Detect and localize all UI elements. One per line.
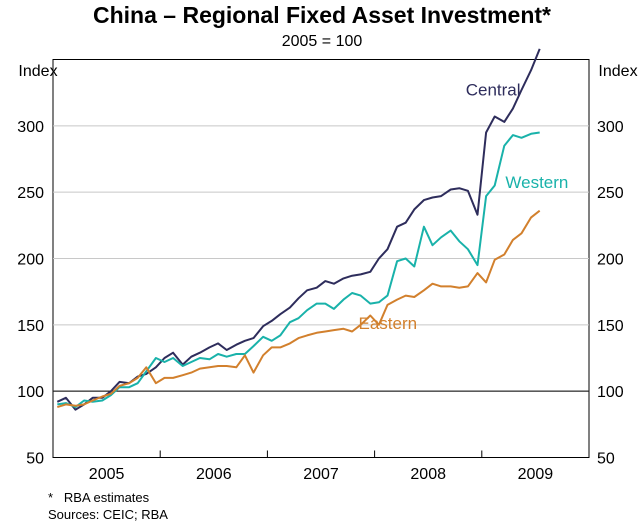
- series-line-eastern: [57, 209, 541, 409]
- series-line-central: [56, 48, 541, 411]
- chart-subtitle: 2005 = 100: [281, 33, 363, 50]
- x-tick-2006: 2006: [196, 466, 232, 483]
- y-tick-right-150: 150: [597, 318, 624, 335]
- y-axis-left-label: Index: [18, 63, 57, 80]
- y-tick-left-200: 200: [17, 252, 44, 269]
- series-label-eastern: Eastern: [359, 314, 418, 333]
- y-tick-right-300: 300: [597, 119, 624, 136]
- y-tick-right-100: 100: [597, 384, 624, 401]
- footnote-estimates: * RBA estimates: [48, 490, 150, 505]
- year-boundaries: [159, 450, 483, 458]
- series-line-western: [57, 131, 540, 409]
- y-tick-right-200: 200: [597, 252, 624, 269]
- series-labels: Central Western Eastern: [359, 80, 569, 332]
- y-tick-left-100: 100: [17, 384, 44, 401]
- y-axis-left: 50 100 150 200 250 300: [17, 119, 44, 468]
- y-tick-left-50: 50: [26, 451, 44, 468]
- x-axis: 2005 2006 2007 2008 2009: [89, 466, 553, 483]
- footnotes: * RBA estimates Sources: CEIC; RBA: [48, 489, 168, 523]
- x-tick-2005: 2005: [89, 466, 125, 483]
- y-axis-right-label: Index: [598, 63, 637, 80]
- x-tick-2007: 2007: [303, 466, 339, 483]
- footnote-sources: Sources: CEIC; RBA: [48, 507, 168, 522]
- y-tick-left-150: 150: [17, 318, 44, 335]
- y-tick-left-250: 250: [17, 185, 44, 202]
- series-label-central: Central: [466, 80, 521, 99]
- series-lines: [56, 48, 541, 411]
- chart-title: China – Regional Fixed Asset Investment*: [93, 2, 551, 28]
- series-label-western: Western: [505, 173, 568, 192]
- x-tick-2009: 2009: [518, 466, 554, 483]
- y-tick-right-50: 50: [597, 451, 615, 468]
- x-tick-2008: 2008: [410, 466, 446, 483]
- gridlines: [53, 125, 589, 392]
- y-axis-right: 50 100 150 200 250 300: [597, 119, 624, 468]
- y-tick-left-300: 300: [17, 119, 44, 136]
- y-tick-right-250: 250: [597, 185, 624, 202]
